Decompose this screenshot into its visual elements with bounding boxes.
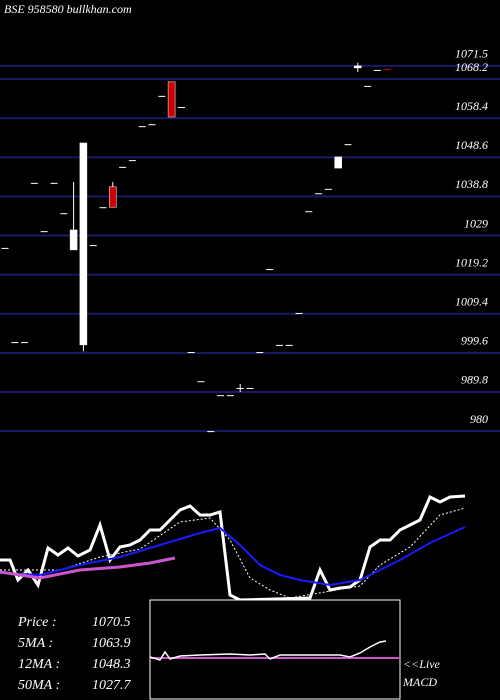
candle-body	[148, 124, 156, 126]
candle-body	[383, 69, 391, 71]
candle-body	[89, 245, 97, 247]
macd-subtitle: MACD	[402, 675, 437, 689]
candle-body	[256, 352, 264, 354]
candle-body	[128, 160, 136, 162]
y-tick-label: 1048.6	[455, 138, 488, 152]
y-tick-label: 1029	[464, 216, 488, 230]
y-tick-label: 989.8	[461, 373, 488, 387]
candle-body	[79, 142, 88, 346]
y-tick-label: 1038.8	[455, 177, 488, 191]
stat-label: Price :	[17, 615, 56, 630]
candle-body	[99, 207, 107, 209]
candle-body	[217, 395, 225, 397]
candle-body	[236, 387, 244, 389]
macd-box	[149, 599, 401, 700]
candle-body	[177, 107, 185, 109]
stat-value: 1070.5	[92, 615, 131, 630]
candle-body	[50, 182, 58, 184]
candle-body	[344, 144, 352, 146]
y-tick-label: 1009.4	[455, 295, 488, 309]
candle-body	[226, 395, 234, 397]
series-line	[149, 640, 387, 661]
y-tick-label: 1019.2	[455, 255, 488, 269]
candle-body	[69, 229, 78, 251]
chart-title: BSE 958580 bullkhan.com	[4, 2, 132, 16]
candle-body	[364, 85, 372, 87]
stat-value: 1048.3	[92, 657, 131, 672]
candle-body	[60, 213, 68, 215]
y-tick-label: 999.6	[461, 334, 488, 348]
stat-label: 50MA :	[18, 678, 60, 693]
candle-body	[207, 431, 215, 433]
candle-body	[40, 231, 48, 233]
candle-body	[354, 65, 362, 69]
y-tick-label: 1071.5	[455, 47, 488, 61]
candle-body	[187, 352, 195, 354]
candle-body	[138, 126, 146, 128]
series-line	[0, 494, 466, 602]
stat-value: 1027.7	[92, 678, 132, 693]
candle-body	[295, 312, 303, 314]
candle-body	[30, 182, 38, 184]
candle-body	[246, 387, 254, 389]
candle-body	[109, 186, 117, 208]
macd-title: <<Live	[403, 657, 441, 671]
candle-body	[305, 211, 313, 213]
candle-body	[315, 193, 323, 195]
candle-body	[167, 81, 176, 118]
y-tick-label: 1058.4	[455, 99, 488, 113]
candle-body	[285, 344, 293, 346]
candle-body	[275, 344, 283, 346]
candle-body	[334, 156, 342, 169]
candle-body	[197, 381, 205, 383]
y-tick-label: 980	[470, 412, 488, 426]
candle-body	[119, 166, 127, 168]
candle-body	[266, 269, 274, 271]
series-line	[0, 556, 176, 580]
candle-body	[373, 69, 381, 71]
stat-label: 5MA :	[18, 636, 53, 651]
candle-body	[324, 188, 332, 190]
stat-value: 1063.9	[92, 636, 131, 651]
series-line	[0, 526, 466, 587]
candle-body	[158, 95, 166, 97]
stat-label: 12MA :	[18, 657, 60, 672]
candle-body	[21, 342, 29, 344]
candle-body	[11, 342, 19, 344]
y-tick-label: 1068.2	[455, 60, 488, 74]
candle-body	[1, 247, 9, 249]
